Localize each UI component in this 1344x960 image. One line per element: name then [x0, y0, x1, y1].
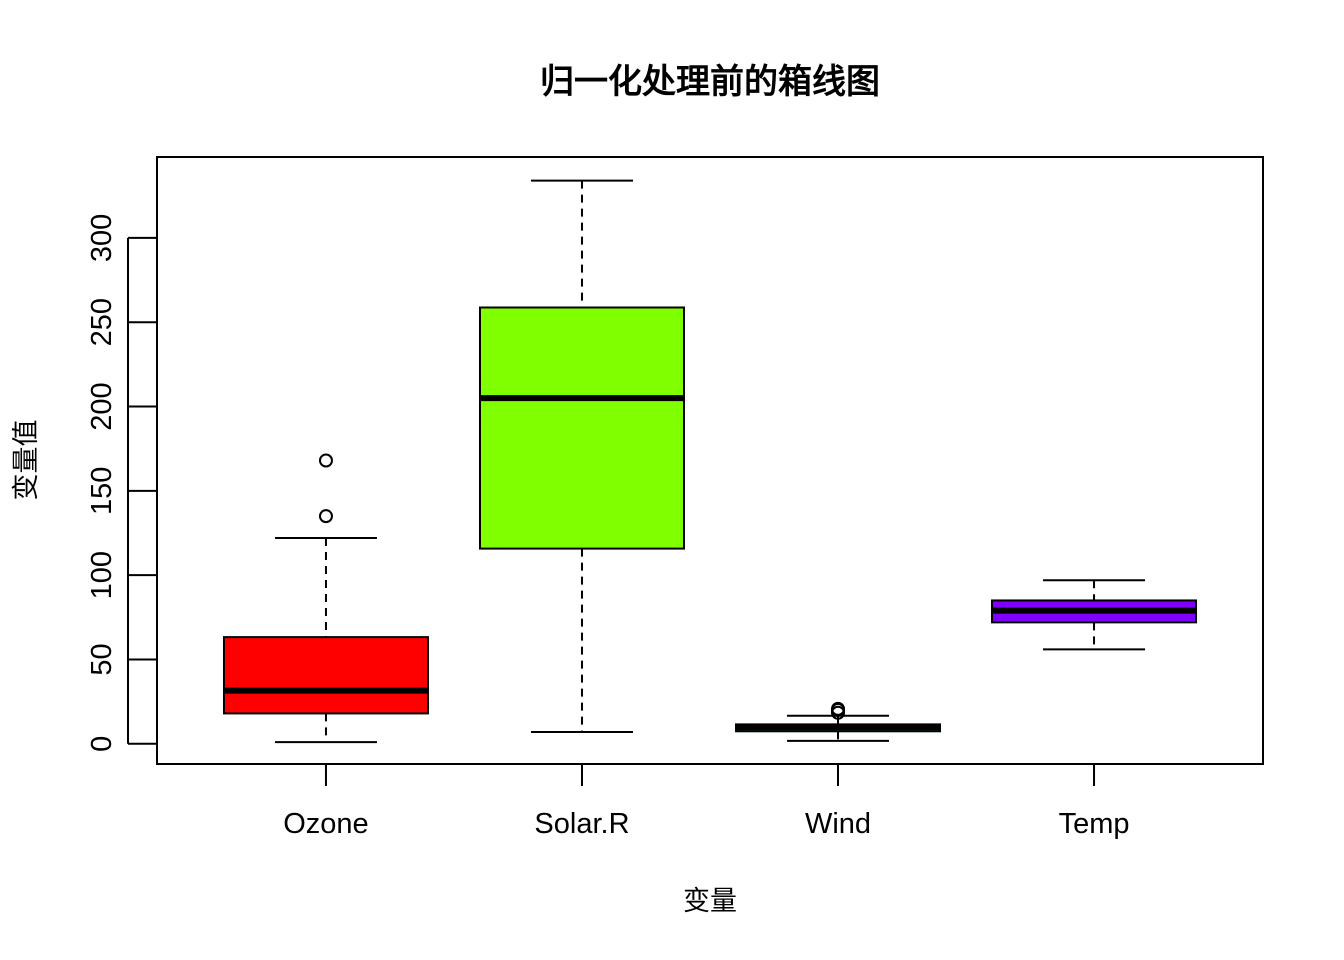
y-tick-label: 300	[86, 214, 118, 262]
outlier-point	[831, 705, 846, 720]
outlier-point	[831, 701, 846, 716]
iqr-box	[222, 636, 429, 715]
y-axis: 0 50 100 150 200 250 300	[86, 214, 157, 752]
y-tick-label: 50	[86, 643, 118, 675]
iqr-box	[478, 306, 685, 550]
x-tick-label: Temp	[1059, 808, 1130, 840]
x-axis: Ozone Solar.R Wind Temp	[283, 764, 1129, 840]
y-tick-label: 150	[86, 467, 118, 515]
y-axis-label: 变量值	[11, 420, 42, 501]
y-tick-label: 0	[86, 736, 118, 752]
box-Wind	[735, 701, 942, 742]
y-tick-label: 250	[86, 298, 118, 346]
y-tick-label: 200	[86, 382, 118, 430]
x-tick-label: Wind	[805, 808, 871, 840]
box-Solar.R	[478, 179, 685, 733]
box-Temp	[991, 579, 1198, 651]
outlier-point	[318, 509, 333, 524]
x-tick-label: Ozone	[283, 808, 368, 840]
plot-frame	[156, 156, 1264, 765]
box-Ozone	[222, 453, 429, 744]
x-axis-label: 变量	[683, 886, 737, 917]
boxes-group	[222, 179, 1198, 744]
chart-title: 归一化处理前的箱线图	[540, 62, 880, 102]
outlier-point	[318, 453, 333, 468]
x-tick-label: Solar.R	[534, 808, 629, 840]
y-tick-label: 100	[86, 551, 118, 599]
